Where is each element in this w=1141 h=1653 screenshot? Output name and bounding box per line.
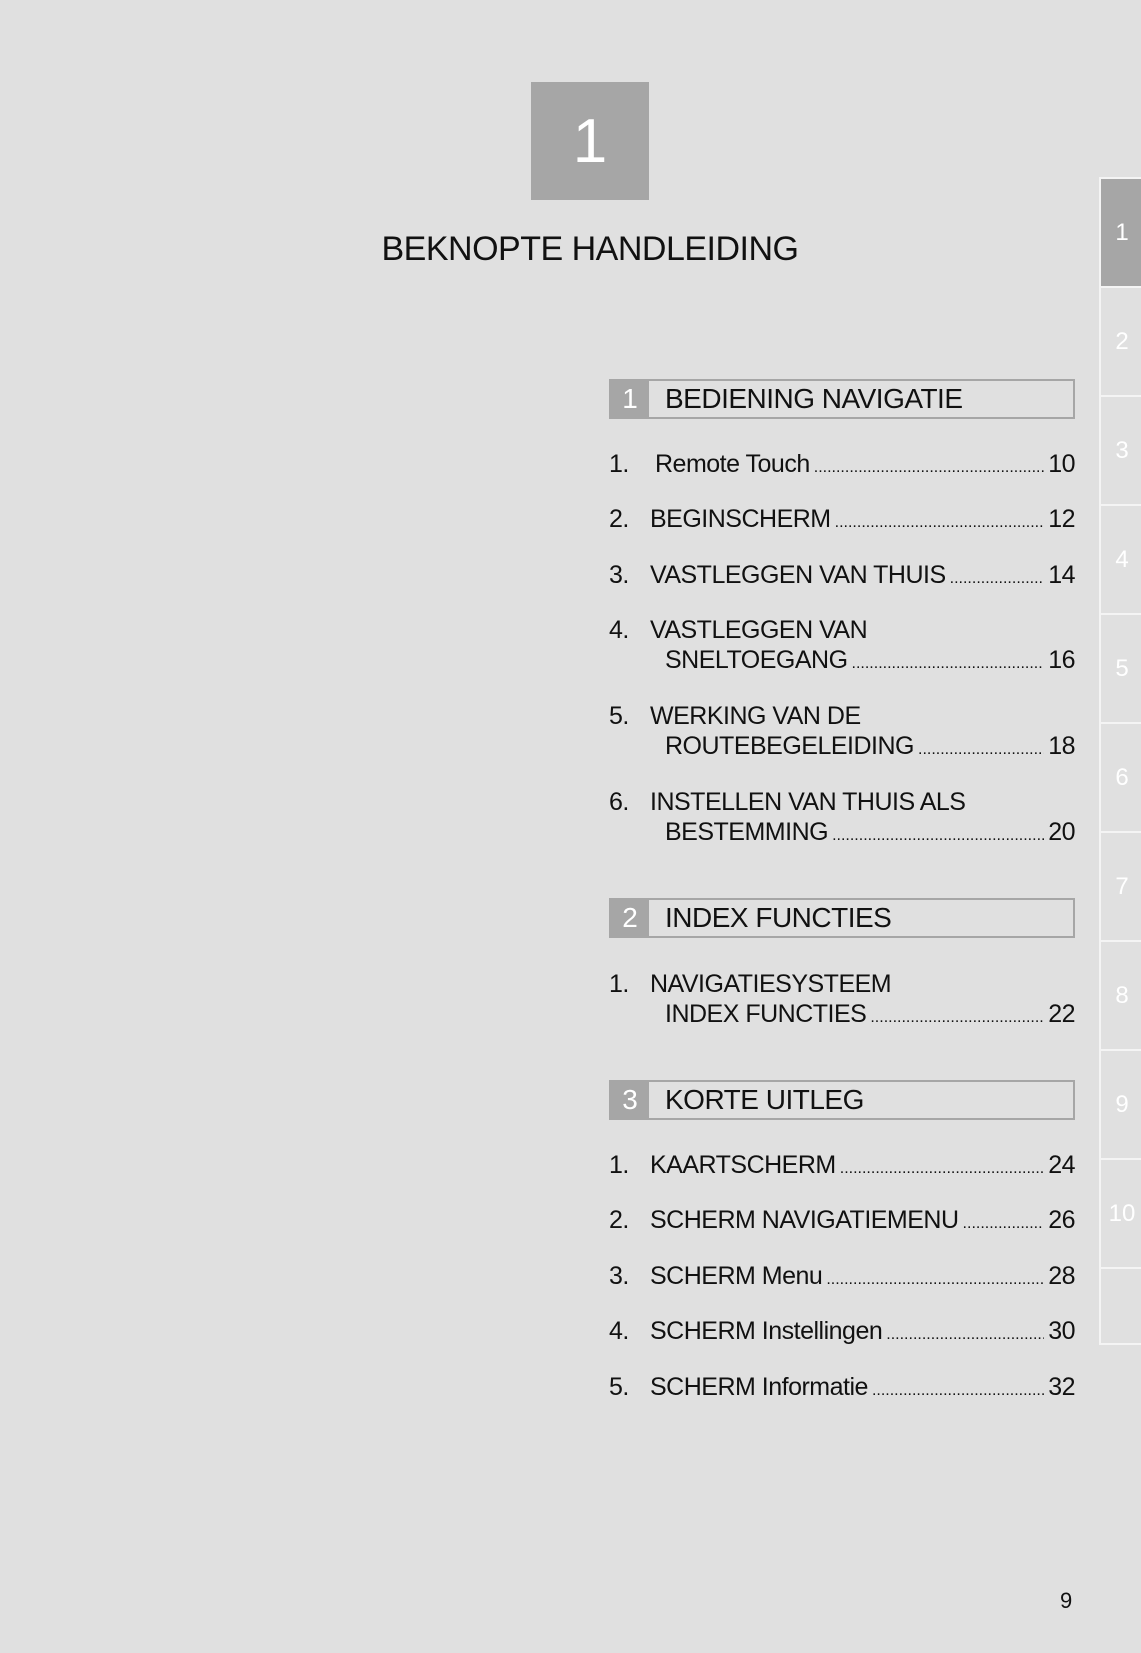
- entry-number: 4.: [609, 1317, 629, 1345]
- section-header: 3 KORTE UITLEG: [609, 1080, 1075, 1120]
- entry-page: 22: [1048, 1000, 1075, 1028]
- entry-page: 32: [1048, 1373, 1075, 1401]
- tab-chapter-5[interactable]: 5: [1101, 613, 1141, 722]
- entry-number: 3.: [609, 561, 629, 589]
- entry-number: 5.: [609, 702, 629, 730]
- entry-number: 1.: [609, 450, 629, 478]
- dot-leader: [870, 999, 1044, 1033]
- entry-number: 3.: [609, 1262, 629, 1290]
- entry-page: 18: [1048, 732, 1075, 760]
- section-header: 2 INDEX FUNCTIES: [609, 898, 1075, 938]
- entry-title: INDEX FUNCTIES: [665, 1000, 867, 1028]
- toc-entry[interactable]: 2. BEGINSCHERM 12: [609, 504, 1075, 535]
- page-title: BEKNOPTE HANDLEIDING: [381, 230, 799, 268]
- entry-page: 20: [1048, 818, 1075, 846]
- dot-leader: [814, 449, 1044, 483]
- entry-page: 14: [1048, 561, 1075, 589]
- entry-page: 26: [1048, 1206, 1075, 1234]
- dot-leader: [886, 1316, 1044, 1350]
- dot-leader: [852, 645, 1045, 679]
- section-number: 1: [611, 381, 649, 417]
- section-title: KORTE UITLEG: [665, 1084, 864, 1115]
- entry-title: KAARTSCHERM: [650, 1151, 836, 1179]
- tab-chapter-6[interactable]: 6: [1101, 722, 1141, 831]
- tab-chapter-4[interactable]: 4: [1101, 504, 1141, 613]
- entry-title: ROUTEBEGELEIDING: [665, 732, 915, 760]
- entry-page: 12: [1048, 505, 1075, 533]
- entry-page: 16: [1048, 646, 1075, 674]
- tab-chapter-7[interactable]: 7: [1101, 831, 1141, 940]
- dot-leader: [918, 731, 1044, 765]
- entry-number: 5.: [609, 1373, 629, 1401]
- tab-chapter-1[interactable]: 1: [1101, 177, 1141, 286]
- page-number: 9: [1060, 1588, 1073, 1613]
- toc-entry[interactable]: 2. SCHERM NAVIGATIEMENU 26: [609, 1205, 1075, 1236]
- toc-entry[interactable]: 1. Remote Touch 10: [609, 449, 1075, 480]
- chapter-number-box: 1: [531, 82, 649, 200]
- entry-title: SCHERM Instellingen: [650, 1317, 883, 1345]
- entry-number: 2.: [609, 505, 629, 533]
- entry-number: 1.: [609, 970, 629, 998]
- section-number: 2: [611, 900, 649, 936]
- toc-entry[interactable]: 1. KAARTSCHERM 24: [609, 1150, 1075, 1181]
- entry-title: BEGINSCHERM: [650, 505, 831, 533]
- dot-leader: [872, 1372, 1044, 1406]
- entry-number: 4.: [609, 616, 629, 644]
- entry-title: SCHERM Menu: [650, 1262, 823, 1290]
- section-title: INDEX FUNCTIES: [665, 902, 892, 933]
- entry-page: 24: [1048, 1151, 1075, 1179]
- entry-page: 10: [1048, 450, 1075, 478]
- tab-chapter-2[interactable]: 2: [1101, 286, 1141, 395]
- tab-chapter-9[interactable]: 9: [1101, 1049, 1141, 1158]
- section-header: 1 BEDIENING NAVIGATIE: [609, 379, 1075, 419]
- entry-number: 1.: [609, 1151, 629, 1179]
- toc-entry[interactable]: 4. SCHERM Instellingen 30: [609, 1316, 1075, 1347]
- entry-title-line1: VASTLEGGEN VAN: [650, 616, 868, 644]
- tab-chapter-10[interactable]: 10: [1101, 1158, 1141, 1267]
- entry-number: 6.: [609, 788, 629, 816]
- entry-title: VASTLEGGEN VAN THUIS: [650, 561, 946, 589]
- entry-number: 2.: [609, 1206, 629, 1234]
- tab-empty: [1101, 1267, 1141, 1345]
- tab-chapter-8[interactable]: 8: [1101, 940, 1141, 1049]
- entry-title: Remote Touch: [655, 450, 810, 478]
- entry-title: SCHERM NAVIGATIEMENU: [650, 1206, 959, 1234]
- entry-title-line1: NAVIGATIESYSTEEM: [650, 970, 892, 998]
- dot-leader: [840, 1150, 1044, 1184]
- tab-chapter-3[interactable]: 3: [1101, 395, 1141, 504]
- entry-title: BESTEMMING: [665, 818, 829, 846]
- chapter-tabs: 1 2 3 4 5 6 7 8 9 10: [1099, 177, 1141, 1345]
- dot-leader: [826, 1261, 1044, 1295]
- entry-title-line1: WERKING VAN DE: [650, 702, 861, 730]
- dot-leader: [963, 1205, 1045, 1239]
- section-title: BEDIENING NAVIGATIE: [665, 383, 963, 414]
- entry-page: 28: [1048, 1262, 1075, 1290]
- entry-page: 30: [1048, 1317, 1075, 1345]
- section-number: 3: [611, 1082, 649, 1118]
- dot-leader: [835, 504, 1045, 538]
- entry-title: SCHERM Informatie: [650, 1373, 868, 1401]
- entry-title-line1: INSTELLEN VAN THUIS ALS: [650, 788, 966, 816]
- toc-entry[interactable]: 3. VASTLEGGEN VAN THUIS 14: [609, 560, 1075, 591]
- dot-leader: [950, 560, 1045, 594]
- toc-entry[interactable]: 3. SCHERM Menu 28: [609, 1261, 1075, 1292]
- entry-title: SNELTOEGANG: [665, 646, 848, 674]
- toc-entry[interactable]: 5. SCHERM Informatie 32: [609, 1372, 1075, 1403]
- dot-leader: [832, 817, 1044, 851]
